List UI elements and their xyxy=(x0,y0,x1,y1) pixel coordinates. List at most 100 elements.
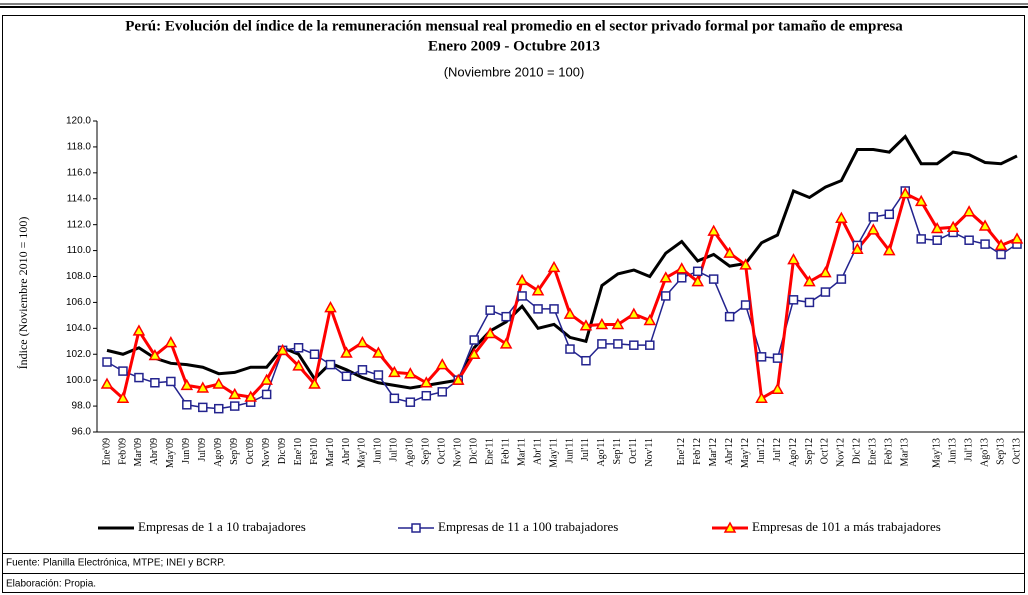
square-marker xyxy=(485,305,495,315)
x-tick-label: Ene'12 xyxy=(676,438,687,465)
triangle-marker xyxy=(579,319,593,331)
x-tick-label: Oct'11 xyxy=(628,438,639,464)
square-marker xyxy=(405,397,416,407)
x-tick-label: Jul'13 xyxy=(963,438,974,461)
triangle-marker xyxy=(276,343,289,356)
square-marker xyxy=(964,235,974,245)
x-tick-label: Mar'11 xyxy=(516,438,527,466)
x-tick-label: Feb'10 xyxy=(309,438,320,465)
x-tick-label: Jun'09 xyxy=(181,438,192,464)
y-tick-label: 118.0 xyxy=(67,142,92,153)
triangle-marker xyxy=(372,346,385,358)
x-tick-label: Feb'12 xyxy=(692,438,703,465)
triangle-marker xyxy=(611,317,625,330)
square-marker xyxy=(389,393,400,404)
triangle-marker xyxy=(771,382,784,394)
square-marker xyxy=(884,209,895,220)
triangle-marker xyxy=(420,376,433,388)
y-tick-label: 100.0 xyxy=(66,375,91,386)
x-tick-label: Jul'12 xyxy=(772,438,783,461)
series-line xyxy=(106,191,1018,402)
triangle-marker xyxy=(643,314,657,326)
triangle-marker xyxy=(388,365,401,378)
x-tick-label: Mar'10 xyxy=(325,438,336,466)
square-marker xyxy=(708,274,719,284)
square-marker xyxy=(373,370,384,380)
triangle-marker xyxy=(707,224,720,236)
triangle-marker xyxy=(898,187,912,199)
triangle-marker xyxy=(435,358,449,370)
x-tick-label: Jun'10 xyxy=(373,438,384,464)
square-marker xyxy=(118,366,128,376)
square-marker xyxy=(501,311,511,322)
x-tick-label: Sep'10 xyxy=(421,438,432,465)
square-marker xyxy=(724,311,735,322)
y-tick-label: 96.0 xyxy=(72,427,92,438)
frame xyxy=(2,15,1025,593)
square-marker xyxy=(357,365,368,375)
triangle-marker xyxy=(515,273,529,286)
triangle-marker xyxy=(404,367,417,379)
chart-title: Perú: Evolución del índice de la remuner… xyxy=(125,18,903,34)
x-tick-label: Mar'12 xyxy=(708,438,719,466)
square-marker xyxy=(756,352,767,362)
triangle-marker xyxy=(563,307,577,319)
triangle-marker xyxy=(180,378,194,391)
x-tick-label: Oct'10 xyxy=(437,438,448,464)
square-marker xyxy=(134,372,144,383)
chart-subtitle: (Noviembre 2010 = 100) xyxy=(444,64,585,79)
x-tick-label: May'09 xyxy=(165,438,176,468)
source-note: Fuente: Planilla Electrónica, MTPE; INEI… xyxy=(6,558,225,569)
square-marker xyxy=(150,378,160,388)
square-marker xyxy=(613,339,623,349)
triangle-marker xyxy=(723,246,736,258)
square-marker xyxy=(533,304,543,314)
triangle-marker xyxy=(994,238,1008,251)
x-tick-label: Jul'11 xyxy=(580,438,591,461)
square-marker xyxy=(788,295,799,305)
x-tick-label: Ene'09 xyxy=(101,438,112,465)
y-tick-label: 120.0 xyxy=(66,116,91,127)
chart-period: Enero 2009 - Octubre 2013 xyxy=(428,38,600,54)
y-tick-label: 114.0 xyxy=(67,193,92,204)
square-marker xyxy=(229,401,240,411)
square-marker xyxy=(517,291,527,301)
x-tick-label: Abr'09 xyxy=(149,438,160,465)
x-tick-label: Mar'09 xyxy=(133,438,144,466)
legend-label: Empresas de 1 a 10 trabajadores xyxy=(138,519,306,534)
square-marker xyxy=(932,235,942,245)
triangle-marker xyxy=(851,242,864,255)
triangle-marker xyxy=(244,390,257,402)
triangle-marker xyxy=(483,326,497,339)
x-tick-label: Feb'13 xyxy=(884,438,895,465)
triangle-marker xyxy=(675,262,689,274)
x-tick-label: Ene'13 xyxy=(868,438,879,465)
square-marker xyxy=(996,249,1006,260)
square-marker xyxy=(166,376,176,387)
series-line xyxy=(106,189,1018,410)
y-tick-label: 104.0 xyxy=(66,323,91,334)
triangle-marker xyxy=(132,324,146,336)
square-marker xyxy=(102,357,112,367)
triangle-marker xyxy=(308,377,321,389)
triangle-marker xyxy=(914,194,928,207)
triangle-marker xyxy=(739,258,752,270)
triangle-marker xyxy=(340,346,353,358)
square-marker xyxy=(916,234,926,244)
x-tick-label: Jul'09 xyxy=(197,438,208,461)
triangle-marker xyxy=(962,205,976,217)
y-tick-label: 108.0 xyxy=(66,271,91,282)
x-tick-label: Jun'13 xyxy=(947,438,958,464)
square-marker xyxy=(740,300,751,310)
x-tick-label: Dic'09 xyxy=(277,438,288,464)
x-tick-label: Ene'10 xyxy=(293,438,304,465)
y-tick-label: 110.0 xyxy=(67,245,92,256)
y-tick-label: 112.0 xyxy=(67,219,92,230)
triangle-marker xyxy=(260,373,273,385)
triangle-marker xyxy=(819,266,832,278)
x-tick-label: May'10 xyxy=(357,438,368,468)
x-tick-label: Jun'11 xyxy=(564,438,575,463)
x-tick-label: Sep'11 xyxy=(612,438,623,464)
x-tick-label: Abr'12 xyxy=(724,438,735,465)
credits-note: Elaboración: Propia. xyxy=(6,579,96,590)
